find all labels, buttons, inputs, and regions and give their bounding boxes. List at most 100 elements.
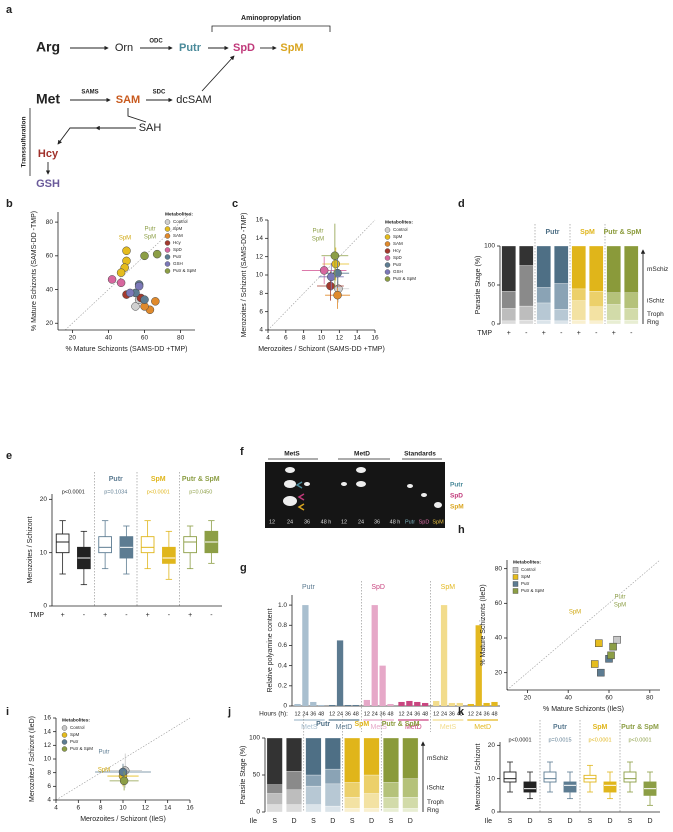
x-tick-label: S (272, 818, 277, 825)
stage-label: Troph (427, 799, 444, 806)
y-axis-label: Merozoites / Schizont (IleD) (29, 716, 36, 802)
y-tick-label: 10 (256, 272, 264, 279)
annotation: Putr (614, 595, 625, 601)
group-label: Putr & SpM (621, 724, 659, 731)
stage-label: mSchiz (427, 755, 448, 762)
legend-label: Putr (521, 581, 530, 586)
legend-label: SpM (521, 574, 531, 579)
x-tick-label: 36 (449, 711, 455, 717)
gel-header: MetD (354, 451, 370, 458)
group-label: SpM (151, 476, 166, 483)
bar-segment (624, 292, 639, 309)
x-tick-label: 20 (524, 695, 532, 702)
bar (363, 699, 370, 706)
bar (448, 702, 456, 706)
y-tick-label: 8 (47, 769, 51, 776)
point (140, 295, 149, 304)
point (116, 268, 126, 277)
x-tick-label: D (408, 818, 413, 825)
gel-header: MetS (284, 451, 300, 458)
x-tick-label: D (607, 818, 612, 825)
y-axis-label: Parasite Stage (%) (475, 256, 482, 315)
bar (406, 700, 413, 706)
bar-segment (305, 804, 322, 813)
point (152, 249, 162, 259)
y-tick-label: 60 (46, 253, 54, 260)
legend-label: SpM (70, 732, 80, 737)
point (595, 639, 603, 647)
y-tick-label: 8 (259, 290, 263, 297)
legend-swatch (512, 574, 519, 580)
legend-swatch (164, 219, 171, 225)
bar-segment (589, 245, 604, 292)
lane-label: 48 h (390, 519, 401, 525)
panel-label: j (227, 706, 231, 718)
band (284, 480, 296, 488)
group-label: Putr & SpM (182, 476, 220, 483)
x-tick-label: + (188, 612, 192, 619)
bar-segment (501, 291, 516, 309)
bar-segment (519, 305, 534, 321)
chevron (295, 481, 303, 489)
y-tick-label: 60 (495, 600, 503, 607)
x-axis-label: Merozoites / Schizont (IleS) (80, 816, 166, 823)
bar (329, 704, 336, 706)
point (590, 660, 599, 668)
annotation: Putr (98, 750, 109, 756)
box (55, 533, 70, 554)
x-tick-label: S (588, 818, 593, 825)
x-tick-label: - (210, 612, 213, 619)
stage-label: iSchiz (427, 785, 444, 792)
legend-swatch (512, 581, 519, 587)
x-tick-label: 24 (372, 711, 378, 717)
series-label: MetS (301, 724, 318, 731)
node: Putr (179, 42, 202, 54)
annotation: SpM (312, 237, 324, 243)
bar-segment (589, 291, 604, 307)
box (183, 536, 197, 554)
x-tick-label: S (389, 818, 394, 825)
band (407, 484, 413, 488)
group-title: SpM (441, 584, 456, 591)
x-tick-label: 40 (565, 695, 573, 702)
series-label: MetS (370, 724, 387, 731)
point (140, 251, 149, 261)
point (116, 278, 126, 288)
panel-label: h (458, 524, 465, 536)
band (356, 467, 366, 473)
bar-segment (305, 785, 322, 805)
legend-title: Metabolites: (62, 717, 90, 723)
panel-label: f (240, 446, 244, 458)
p-value: p<0.0001 (588, 737, 611, 743)
panel-label: i (6, 706, 9, 718)
x-tick-label: - (560, 330, 563, 337)
bar-segment (536, 287, 551, 304)
y-tick-label: 12 (44, 742, 52, 749)
x-tick-label: 16 (371, 335, 379, 342)
gel-header: Standards (404, 451, 436, 458)
legend-swatch (512, 588, 519, 594)
x-tick-label: 12 (468, 711, 474, 717)
legend-label: Control (173, 219, 188, 224)
node: GSH (36, 178, 60, 190)
bar-segment (589, 320, 604, 325)
legend-label: Control (70, 725, 85, 730)
x-tick-label: 4 (266, 335, 270, 342)
box (140, 536, 155, 554)
identity-line (506, 559, 661, 691)
bracket (211, 25, 331, 32)
x-tick-label: D (567, 818, 572, 825)
x-tick-label: 60 (605, 695, 613, 702)
x-tick-label: 10 (119, 805, 127, 812)
y-tick-label: 80 (495, 565, 503, 572)
bar-segment (624, 308, 639, 321)
bar (387, 703, 394, 706)
legend-swatch (512, 567, 519, 573)
lane-label: 24 (358, 519, 364, 525)
lane-label: 12 (269, 519, 275, 525)
bar-segment (344, 797, 361, 809)
x-tick-label: + (146, 612, 150, 619)
x-tick-label: 60 (141, 335, 149, 342)
stage-label: Rng (427, 807, 439, 814)
node: Met (36, 91, 60, 107)
